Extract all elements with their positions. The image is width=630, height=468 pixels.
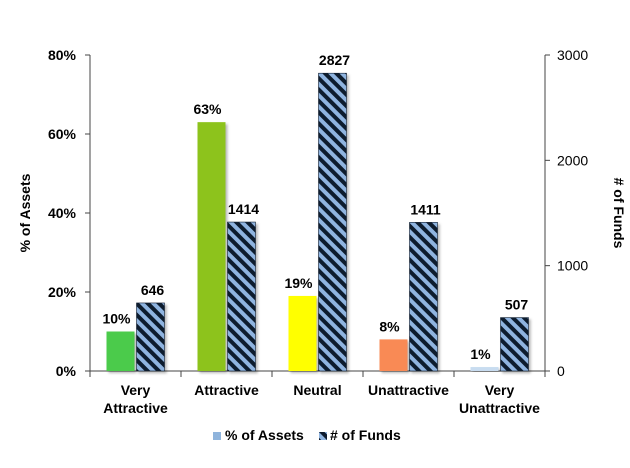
left-tick-label: 0% [56, 363, 77, 379]
bar-pct-assets [197, 122, 226, 372]
data-label-pct-assets: 8% [379, 318, 400, 334]
right-tick-label: 2000 [557, 152, 588, 168]
bar-num-funds [136, 302, 165, 372]
bars-layer [106, 72, 529, 372]
x-tick-label: Very Unattractive [459, 382, 540, 416]
data-label-num-funds: 646 [141, 282, 165, 298]
legend-swatch-pct-assets [213, 432, 221, 440]
bar-num-funds [409, 222, 438, 372]
x-tick-label-line: Very [485, 382, 515, 398]
data-label-pct-assets: 1% [470, 346, 491, 362]
x-tick-label-line: Unattractive [368, 382, 449, 398]
x-tick-label: Neutral [293, 382, 341, 398]
bar-pct-assets [470, 367, 499, 371]
x-tick-label-line: Neutral [293, 382, 341, 398]
legend-swatch-num-funds [319, 432, 327, 440]
x-tick-label-line: Unattractive [459, 400, 540, 416]
left-tick-label: 20% [48, 284, 77, 300]
bar-num-funds [500, 317, 529, 372]
bar-pct-assets [288, 295, 317, 371]
x-tick-label: Very Attractive [103, 382, 168, 416]
bar-pct-assets [379, 339, 408, 371]
x-tick-label: Attractive [194, 382, 259, 398]
data-label-num-funds: 1414 [228, 201, 259, 217]
data-label-pct-assets: 63% [193, 101, 222, 117]
legend-label-num-funds: # of Funds [330, 427, 401, 443]
data-label-pct-assets: 10% [102, 311, 131, 327]
left-tick-label: 80% [48, 47, 77, 63]
x-tick-label-line: Attractive [194, 382, 259, 398]
right-tick-label: 3000 [557, 47, 588, 63]
legend-label-pct-assets: % of Assets [225, 427, 304, 443]
axes-layer: 0% 20% 40% 60% 80% 0 1000 2000 3000 % of Assets # … [17, 47, 627, 379]
bar-num-funds [227, 221, 256, 372]
right-tick-label: 1000 [557, 258, 588, 274]
data-label-pct-assets: 19% [284, 275, 313, 291]
x-tick-label: Unattractive [368, 382, 449, 398]
data-label-num-funds: 507 [505, 297, 529, 313]
bar-pct-assets [106, 331, 135, 371]
right-tick-label: 0 [557, 363, 565, 379]
bar-num-funds [318, 72, 347, 372]
legend: % of Assets # of Funds [213, 427, 401, 443]
data-label-num-funds: 2827 [319, 52, 350, 68]
data-label-num-funds: 1411 [410, 201, 441, 217]
x-tick-label-line: Attractive [103, 400, 168, 416]
y-axis-label: % of Assets [17, 173, 33, 252]
x-tick-label-line: Very [121, 382, 151, 398]
left-tick-label: 60% [48, 126, 77, 142]
left-tick-label: 40% [48, 205, 77, 221]
labels-layer: Very Attractive Attractive Neutral Unattract… [102, 52, 540, 416]
y-axis-right-label: # of Funds [611, 178, 627, 249]
